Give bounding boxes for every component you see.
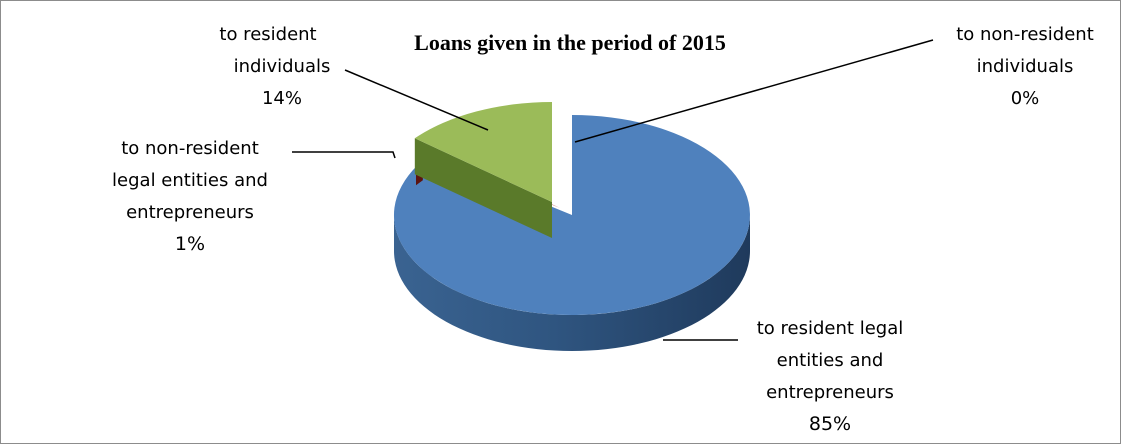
label-line: legal entities and [112,170,268,191]
data-label-resident-individuals: to resident individuals 14% [219,24,330,109]
data-label-nonresident-legal: to non-resident legal entities and entre… [112,138,268,255]
label-line: to non-resident [956,24,1094,45]
label-line: entrepreneurs [766,382,894,403]
label-value: 14% [262,88,302,109]
leader-line-resident-individuals [344,69,489,131]
data-label-nonresident-individuals: to non-resident individuals 0% [956,24,1094,109]
slice-resident-individuals [414,102,552,238]
slice-side [394,215,750,351]
slice-side [414,138,552,238]
leader-line-nonresident-individuals [574,39,934,143]
label-value: 85% [809,413,851,435]
chart-title: Loans given in the period of 2015 [414,30,726,55]
data-label-resident-legal: to resident legal entities and entrepren… [757,318,903,435]
label-line: individuals [977,56,1074,77]
slice-resident-legal [393,115,750,351]
leader-line-nonresident-legal [292,151,396,159]
label-line: individuals [234,56,331,77]
label-value: 1% [175,233,205,255]
label-line: to non-resident [121,138,259,159]
slice-top [414,102,552,202]
label-value: 0% [1011,88,1040,109]
label-line: to resident legal [757,318,903,339]
label-line: entities and [777,350,884,371]
slice-top [393,115,750,315]
label-line: entrepreneurs [126,202,254,223]
label-line: to resident [219,24,316,45]
